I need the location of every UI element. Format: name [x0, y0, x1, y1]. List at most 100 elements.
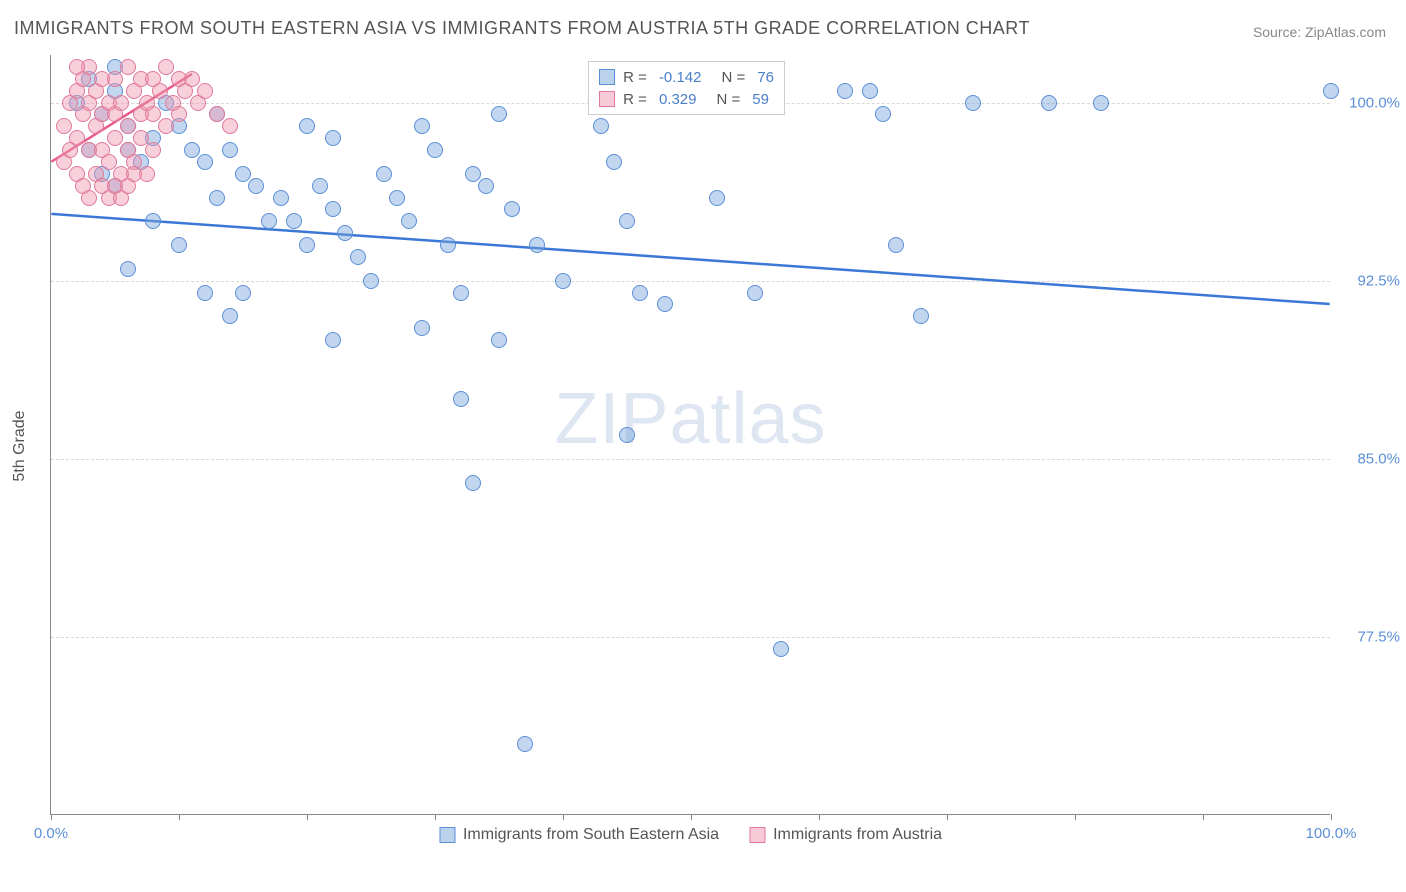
scatter-point — [235, 166, 251, 182]
scatter-point — [158, 118, 174, 134]
ytick-label: 85.0% — [1340, 450, 1400, 467]
scatter-point — [222, 142, 238, 158]
ytick-label: 77.5% — [1340, 628, 1400, 645]
scatter-point — [261, 213, 277, 229]
scatter-point — [107, 130, 123, 146]
scatter-point — [440, 237, 456, 253]
legend-item: Immigrants from Austria — [749, 826, 942, 844]
scatter-point — [209, 190, 225, 206]
scatter-point — [465, 475, 481, 491]
xtick — [435, 814, 436, 820]
scatter-point — [632, 285, 648, 301]
xtick-label: 100.0% — [1306, 825, 1357, 842]
scatter-point — [337, 225, 353, 241]
r-label: R = — [623, 91, 647, 108]
scatter-point — [171, 106, 187, 122]
scatter-point — [619, 213, 635, 229]
scatter-point — [299, 237, 315, 253]
scatter-point — [56, 118, 72, 134]
n-value: 59 — [752, 91, 769, 108]
scatter-point — [709, 190, 725, 206]
legend-swatch — [599, 91, 615, 107]
scatter-point — [81, 190, 97, 206]
legend-label: Immigrants from South Eastern Asia — [463, 826, 719, 844]
scatter-point — [888, 237, 904, 253]
scatter-point — [376, 166, 392, 182]
xtick-label: 0.0% — [34, 825, 68, 842]
scatter-point — [619, 427, 635, 443]
n-value: 76 — [757, 69, 774, 86]
scatter-point — [299, 118, 315, 134]
scatter-point — [222, 118, 238, 134]
scatter-point — [171, 237, 187, 253]
scatter-point — [504, 201, 520, 217]
xtick — [691, 814, 692, 820]
scatter-point — [453, 391, 469, 407]
scatter-point — [120, 59, 136, 75]
scatter-point — [113, 95, 129, 111]
scatter-point — [837, 83, 853, 99]
scatter-point — [517, 736, 533, 752]
source-label: Source: ZipAtlas.com — [1253, 24, 1386, 40]
gridline — [51, 637, 1330, 638]
scatter-point — [363, 273, 379, 289]
xtick — [179, 814, 180, 820]
r-label: R = — [623, 69, 647, 86]
scatter-point — [286, 213, 302, 229]
scatter-point — [312, 178, 328, 194]
plot-area: ZIPatlas 77.5%85.0%92.5%100.0% 0.0%100.0… — [50, 55, 1330, 815]
scatter-point — [465, 166, 481, 182]
scatter-point — [145, 142, 161, 158]
ytick-label: 100.0% — [1340, 94, 1400, 111]
scatter-point — [606, 154, 622, 170]
scatter-point — [325, 130, 341, 146]
xtick — [1331, 814, 1332, 820]
correlation-legend: R = -0.142 N = 76 R = 0.329 N = 59 — [588, 61, 785, 115]
scatter-point — [1323, 83, 1339, 99]
scatter-point — [414, 320, 430, 336]
xtick — [819, 814, 820, 820]
scatter-point — [248, 178, 264, 194]
r-value: -0.142 — [659, 69, 702, 86]
xtick — [51, 814, 52, 820]
legend-swatch — [599, 69, 615, 85]
scatter-point — [491, 106, 507, 122]
legend-label: Immigrants from Austria — [773, 826, 942, 844]
scatter-point — [350, 249, 366, 265]
scatter-point — [747, 285, 763, 301]
scatter-point — [427, 142, 443, 158]
scatter-point — [197, 83, 213, 99]
n-label: N = — [721, 69, 745, 86]
scatter-point — [152, 83, 168, 99]
scatter-point — [965, 95, 981, 111]
scatter-point — [235, 285, 251, 301]
scatter-point — [62, 142, 78, 158]
gridline — [51, 281, 1330, 282]
scatter-point — [126, 166, 142, 182]
scatter-point — [1041, 95, 1057, 111]
legend-row: R = -0.142 N = 76 — [599, 66, 774, 88]
scatter-point — [184, 142, 200, 158]
ytick-label: 92.5% — [1340, 272, 1400, 289]
scatter-point — [657, 296, 673, 312]
scatter-point — [145, 213, 161, 229]
n-label: N = — [716, 91, 740, 108]
scatter-point — [325, 332, 341, 348]
scatter-point — [875, 106, 891, 122]
scatter-point — [158, 59, 174, 75]
scatter-point — [197, 154, 213, 170]
r-value: 0.329 — [659, 91, 697, 108]
scatter-point — [414, 118, 430, 134]
watermark: ZIPatlas — [554, 378, 826, 460]
legend-swatch — [439, 827, 455, 843]
xtick — [307, 814, 308, 820]
legend-item: Immigrants from South Eastern Asia — [439, 826, 719, 844]
scatter-point — [1093, 95, 1109, 111]
watermark-zip: ZIP — [554, 379, 669, 459]
xtick — [1075, 814, 1076, 820]
legend-swatch — [749, 827, 765, 843]
scatter-point — [145, 106, 161, 122]
chart-title: IMMIGRANTS FROM SOUTH EASTERN ASIA VS IM… — [14, 18, 1030, 39]
watermark-atlas: atlas — [669, 379, 826, 459]
scatter-point — [325, 201, 341, 217]
